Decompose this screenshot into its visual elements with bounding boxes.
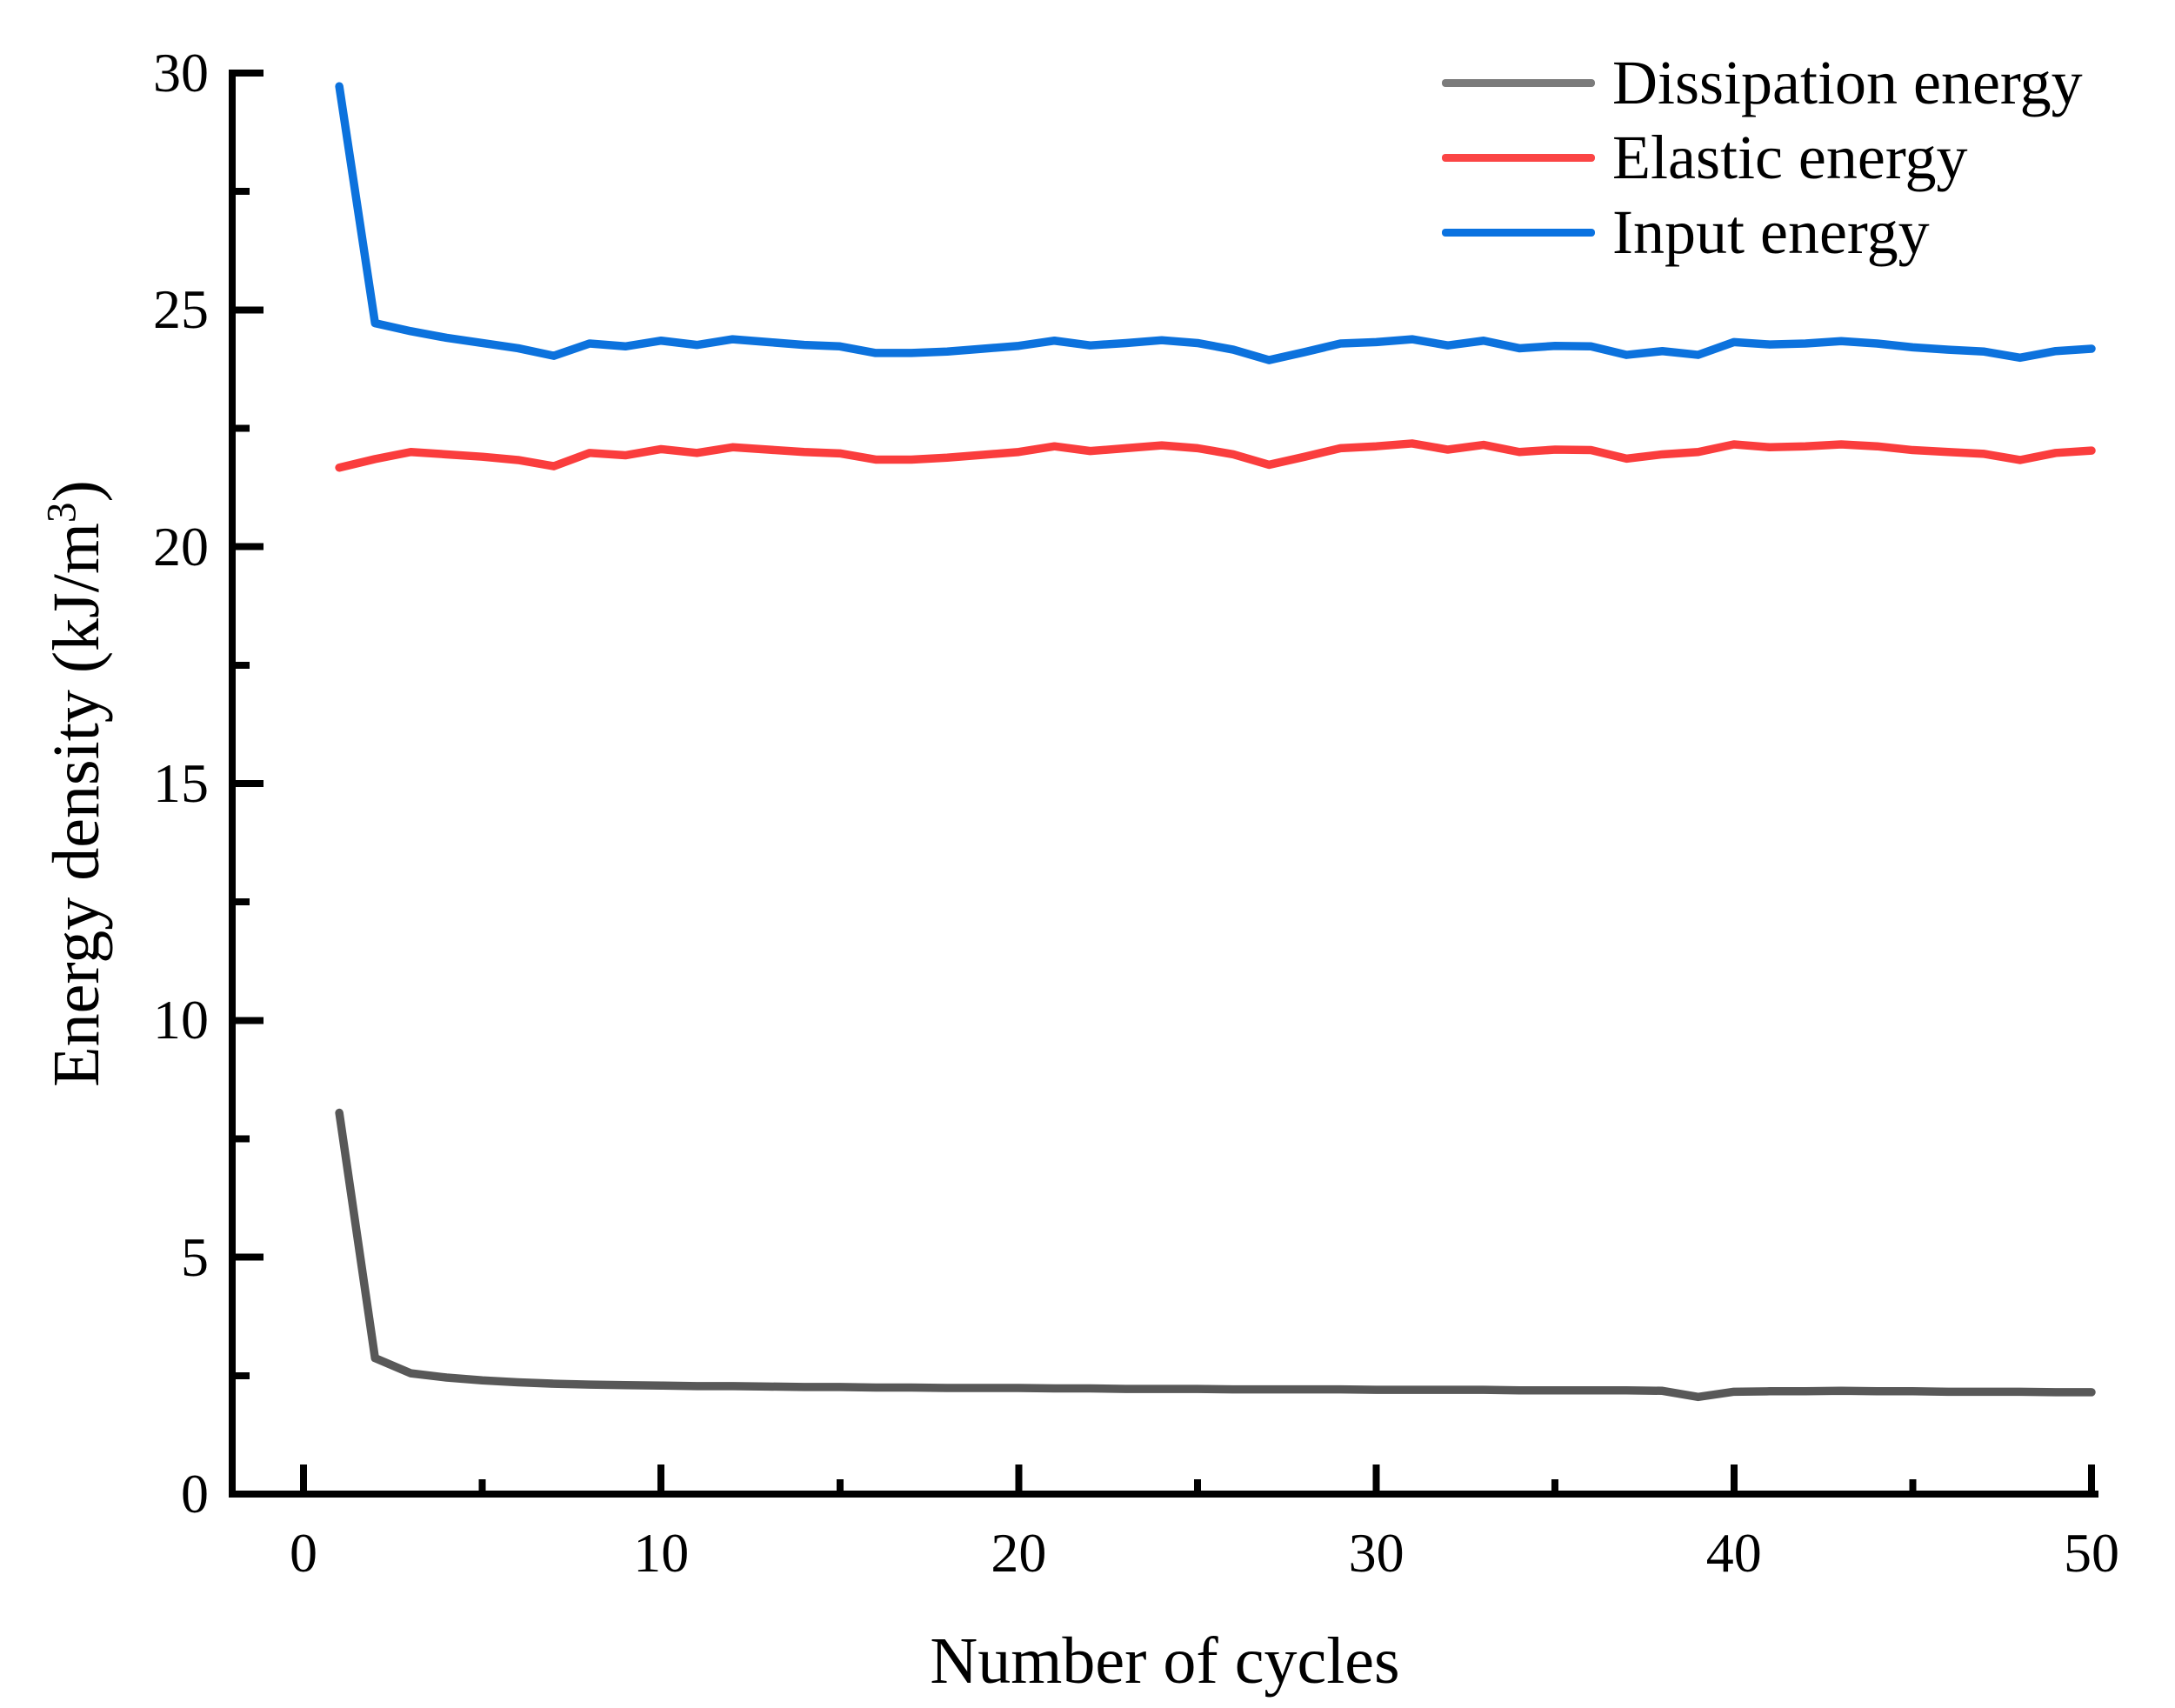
legend-swatch-input-line (1442, 228, 1595, 237)
y-tick-label: 25 (153, 278, 209, 341)
legend-swatch-dissipation-line (1442, 78, 1595, 87)
x-tick-label: 0 (290, 1522, 317, 1584)
superscript-3: 3 (39, 502, 85, 524)
series-line-input-energy (335, 82, 2096, 364)
y-tick-label: 30 (153, 41, 209, 103)
legend-label-elastic-energy: Elastic energy (1612, 123, 1968, 192)
y-axis-tick-labels: 0 5 10 15 20 25 30 (0, 0, 209, 1708)
y-tick-label: 20 (153, 515, 209, 577)
legend: Dissipation energy Elastic energy Input … (1442, 45, 2083, 270)
y-axis-title-text: Energy density (kJ/m3) (39, 480, 113, 1087)
legend-label-input-energy: Input energy (1612, 197, 1930, 267)
x-tick-label: 30 (1348, 1522, 1404, 1584)
y-axis-title: Energy density (kJ/m3) (16, 480, 137, 1087)
y-tick-label: 15 (153, 751, 209, 814)
legend-item-dissipation-energy: Dissipation energy (1442, 45, 2083, 120)
legend-item-elastic-energy: Elastic energy (1442, 120, 2083, 195)
x-tick-label: 40 (1705, 1522, 1762, 1584)
x-axis-title: Number of cycles (930, 1625, 1400, 1698)
y-tick-label: 5 (181, 1225, 209, 1288)
legend-item-input-energy: Input energy (1442, 195, 2083, 270)
series-line-elastic-energy (335, 439, 2096, 472)
y-tick-label: 0 (181, 1463, 209, 1525)
x-tick-label: 10 (633, 1522, 690, 1584)
y-tick-label: 10 (153, 989, 209, 1051)
legend-swatch-elastic-line (1442, 153, 1595, 162)
legend-label-dissipation-energy: Dissipation energy (1612, 48, 2083, 117)
series-line-dissipation-energy (335, 1108, 2096, 1402)
x-tick-label: 50 (2064, 1522, 2119, 1584)
x-tick-label: 20 (991, 1522, 1047, 1584)
